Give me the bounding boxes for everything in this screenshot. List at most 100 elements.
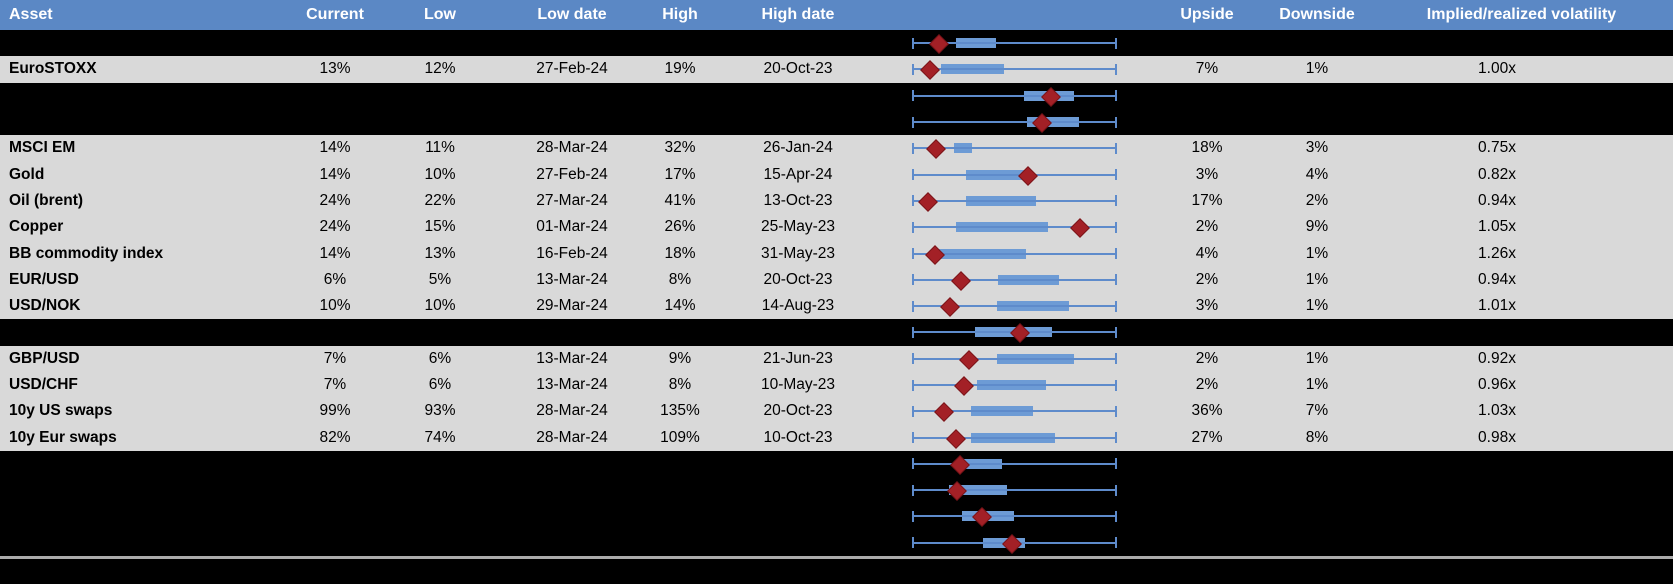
table-row-10y-us-swaps: 10y US swaps 99% 93% 28-Mar-24 135% 20-O… (0, 398, 1673, 425)
boxplot-whisker-line (912, 199, 1117, 202)
asset-cell: BB commodity index (9, 244, 164, 262)
boxplot-cell (880, 240, 1150, 266)
boxplot-cell (880, 161, 1150, 187)
boxplot-cell (880, 346, 1150, 372)
high-cell: 32% (664, 139, 696, 157)
implied-cell: 0.96x (1478, 376, 1516, 393)
boxplot-right-cap (1115, 300, 1117, 312)
downside-cell: 9% (1305, 218, 1329, 236)
low-date-cell: 28-Mar-24 (536, 428, 608, 446)
boxplot-cell (880, 214, 1150, 240)
table-row-redacted-18 (0, 503, 1673, 530)
boxplot-cell (880, 398, 1150, 424)
current-cell: 14% (319, 244, 351, 262)
low-cell: 10% (424, 165, 456, 183)
current-marker-icon (1070, 218, 1091, 239)
spacer-cell (1624, 503, 1673, 529)
implied-cell: 0.98x (1478, 428, 1516, 446)
boxplot-right-cap (1115, 353, 1117, 365)
spacer-cell (1624, 135, 1673, 161)
boxplot-right-cap (1115, 142, 1117, 154)
current-cell (290, 319, 380, 345)
low-cell: 22% (424, 191, 456, 209)
downside-cell: 8% (1305, 428, 1329, 446)
low-date-cell: 28-Mar-24 (536, 139, 608, 157)
implied-cell: 0.94x (1478, 191, 1516, 209)
table-row-gbp-usd: GBP/USD 7% 6% 13-Mar-24 9% 21-Jun-23 2% … (0, 345, 1673, 372)
spacer-cell (1624, 214, 1673, 240)
boxplot-whisker-line (912, 305, 1117, 308)
implied-cell: 0.92x (1478, 349, 1516, 367)
current-cell (290, 530, 380, 556)
upside-cell (1150, 451, 1264, 477)
downside-cell: 1% (1305, 349, 1329, 367)
boxplot-whisker-line (912, 42, 1117, 45)
asset-cell: USD/NOK (9, 297, 81, 315)
boxplot-right-cap (1115, 116, 1117, 128)
low-date-cell: 13-Mar-24 (536, 270, 608, 288)
asset-cell: Copper (9, 218, 64, 236)
boxplot-right-cap (1115, 484, 1117, 496)
upside-cell: 3% (1195, 297, 1219, 315)
boxplot-right-cap (1115, 405, 1117, 417)
low-date-cell: 28-Mar-24 (536, 402, 608, 420)
high-cell (644, 319, 716, 345)
low-date-cell (500, 319, 644, 345)
downside-cell: 2% (1305, 191, 1329, 209)
asset-cell: 10y US swaps (9, 402, 113, 420)
boxplot-left-cap (912, 169, 914, 181)
high-date-cell (716, 530, 880, 556)
boxplot-left-cap (912, 116, 914, 128)
boxplot-right-cap (1115, 510, 1117, 522)
boxplot-left-cap (912, 458, 914, 470)
table-row-redacted-0 (0, 30, 1673, 57)
low-date-cell: 16-Feb-24 (536, 244, 608, 262)
spacer-cell (1624, 267, 1673, 293)
boxplot-left-cap (912, 432, 914, 444)
high-date-cell: 20-Oct-23 (763, 270, 833, 288)
current-cell: 14% (319, 139, 351, 157)
boxplot-left-cap (912, 248, 914, 260)
current-cell: 82% (319, 428, 351, 446)
high-cell: 41% (664, 191, 696, 209)
table-row-eurostoxx: EuroSTOXX 13% 12% 27-Feb-24 19% 20-Oct-2… (0, 56, 1673, 83)
current-marker-icon (946, 428, 967, 449)
current-marker-icon (918, 192, 939, 212)
current-marker-icon (954, 376, 975, 396)
current-cell (290, 503, 380, 529)
column-header-boxplot (880, 0, 1150, 30)
implied-cell: 0.82x (1478, 165, 1516, 183)
implied-cell: 0.94x (1478, 270, 1516, 288)
high-cell (644, 451, 716, 477)
upside-cell: 36% (1191, 402, 1223, 420)
boxplot-left-cap (912, 510, 914, 522)
table-row-redacted-16 (0, 450, 1673, 478)
low-cell: 12% (424, 60, 456, 78)
high-cell: 17% (664, 165, 696, 183)
low-date-cell (500, 30, 644, 56)
high-date-cell: 21-Jun-23 (763, 349, 833, 367)
boxplot-whisker-line (912, 226, 1117, 229)
asset-cell: USD/CHF (9, 376, 78, 393)
low-cell (380, 477, 500, 503)
high-date-cell: 10-May-23 (760, 376, 836, 393)
high-date-cell: 10-Oct-23 (763, 428, 833, 446)
column-header-low: Low (424, 6, 456, 23)
high-date-cell (716, 503, 880, 529)
low-cell (380, 109, 500, 135)
boxplot-right-cap (1115, 221, 1117, 233)
implied-cell (1370, 530, 1624, 556)
table-row-bb-commodity-index: BB commodity index 14% 13% 16-Feb-24 18%… (0, 240, 1673, 267)
table-row-usd-nok: USD/NOK 10% 10% 29-Mar-24 14% 14-Aug-23 … (0, 292, 1673, 320)
boxplot-cell (880, 267, 1150, 293)
downside-cell: 7% (1305, 402, 1329, 420)
low-date-cell: 27-Feb-24 (536, 60, 608, 78)
high-date-cell: 25-May-23 (760, 218, 836, 236)
boxplot-right-cap (1115, 248, 1117, 260)
implied-cell: 1.05x (1478, 218, 1516, 236)
high-date-cell: 15-Apr-24 (763, 165, 833, 183)
table-row-redacted-11 (0, 319, 1673, 346)
high-cell (644, 109, 716, 135)
asset-cell (0, 83, 290, 109)
high-date-cell: 20-Oct-23 (763, 60, 833, 78)
